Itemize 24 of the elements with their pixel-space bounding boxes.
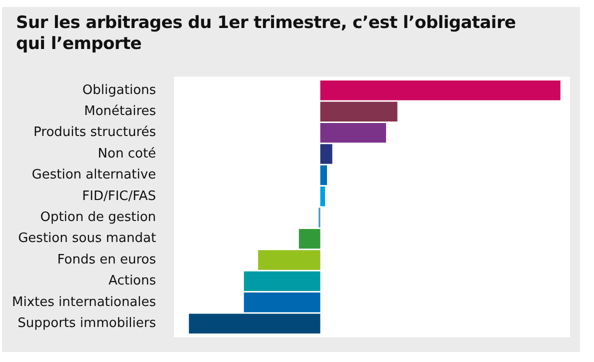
bar	[320, 186, 326, 206]
y-tick-label: Actions	[108, 274, 156, 289]
bar	[244, 292, 320, 312]
y-tick-label: Obligations	[82, 82, 156, 98]
y-tick-label: FID/FIC/FAS	[82, 188, 156, 204]
bar	[298, 228, 320, 249]
bar	[320, 122, 386, 143]
bar	[244, 271, 320, 292]
y-tick-label: Gestion alternative	[32, 168, 156, 183]
bar	[320, 144, 332, 164]
y-tick-label: Option de gestion	[40, 210, 156, 225]
y-tick-label: Fonds en euros	[57, 252, 156, 268]
bar	[320, 80, 560, 100]
y-tick-label: Supports immobiliers	[18, 316, 156, 331]
bar	[320, 102, 398, 122]
bar	[188, 314, 320, 334]
y-tick-label: Produits structurés	[34, 125, 156, 140]
y-tick-label: Monétaires	[84, 104, 156, 119]
y-tick-label: Mixtes internationales	[12, 294, 156, 310]
y-tick-label: Gestion sous mandat	[18, 231, 156, 246]
bar	[258, 250, 320, 270]
chart-title: Sur les arbitrages du 1er trimestre, c’est l’obligataire qui l’emporte	[16, 13, 517, 55]
y-tick-label: Non coté	[98, 146, 156, 162]
bar	[320, 165, 327, 186]
